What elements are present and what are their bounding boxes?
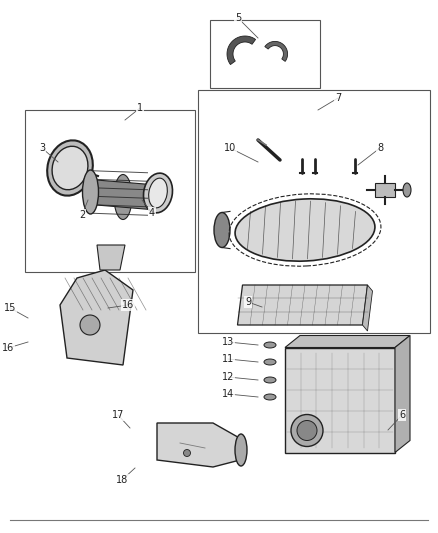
Ellipse shape [235,199,375,261]
Circle shape [184,449,191,456]
Ellipse shape [264,394,276,400]
Text: 3: 3 [39,143,45,153]
Polygon shape [91,180,151,209]
Bar [210,20,320,88]
Text: 14: 14 [222,389,234,399]
Ellipse shape [235,434,247,466]
Text: 17: 17 [112,410,124,420]
Polygon shape [227,36,256,64]
Circle shape [80,315,100,335]
Ellipse shape [82,170,99,214]
Ellipse shape [47,140,93,196]
Circle shape [297,421,317,440]
Bar [375,183,395,197]
Text: 15: 15 [4,303,16,313]
Circle shape [291,415,323,447]
Polygon shape [97,245,125,270]
Text: 10: 10 [224,143,236,153]
Text: 4: 4 [149,208,155,218]
Text: 12: 12 [222,372,234,382]
Text: 7: 7 [335,93,341,103]
Ellipse shape [114,174,132,220]
Polygon shape [265,42,288,61]
Ellipse shape [264,342,276,348]
Bar [285,348,395,453]
Text: 9: 9 [245,297,251,307]
Ellipse shape [403,183,411,197]
Text: 8: 8 [377,143,383,153]
Polygon shape [237,285,367,325]
Text: 2: 2 [79,210,85,220]
Ellipse shape [264,377,276,383]
Text: 1: 1 [137,103,143,113]
Polygon shape [157,423,243,467]
Text: 11: 11 [222,354,234,364]
Bar [198,90,430,333]
Polygon shape [60,270,133,365]
Text: 18: 18 [116,475,128,485]
Ellipse shape [214,213,230,247]
Polygon shape [395,335,410,453]
Ellipse shape [144,173,173,213]
Bar [25,110,195,272]
Ellipse shape [148,178,167,208]
Polygon shape [363,285,372,331]
Text: 16: 16 [122,300,134,310]
Text: 6: 6 [399,410,405,420]
Text: 13: 13 [222,337,234,347]
Ellipse shape [52,146,88,190]
Polygon shape [285,335,410,348]
Text: 5: 5 [235,13,241,23]
Ellipse shape [264,359,276,365]
Text: 16: 16 [2,343,14,353]
